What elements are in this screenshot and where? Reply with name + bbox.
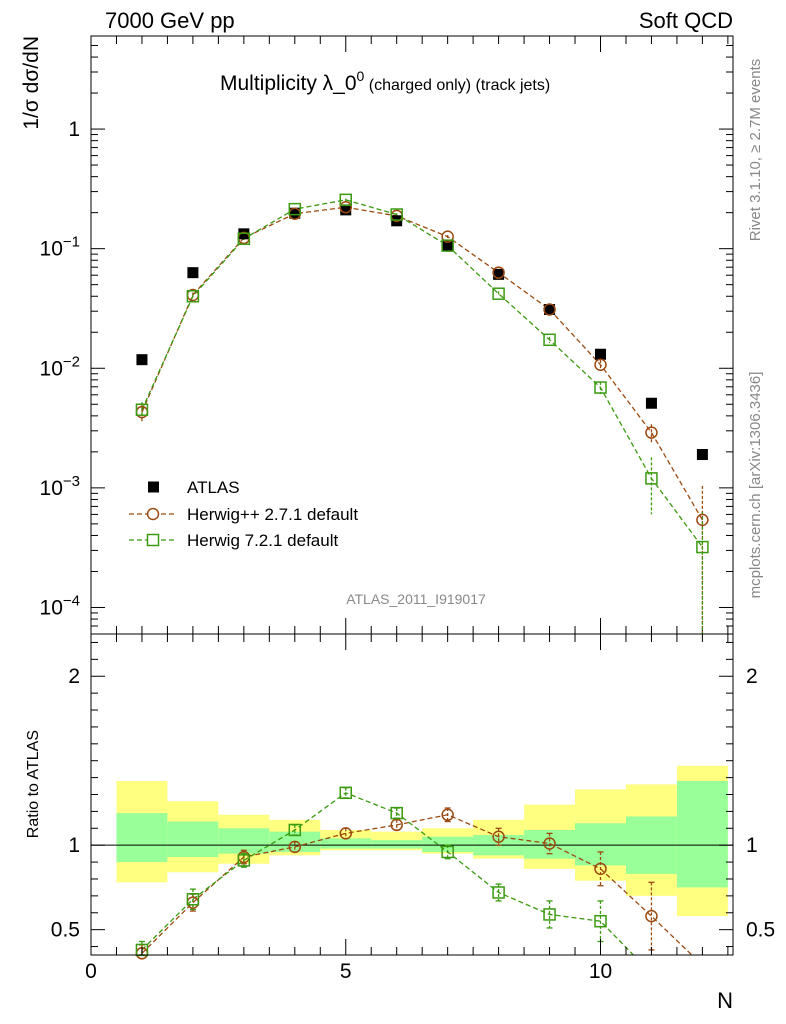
herwig7-point [441, 239, 454, 252]
main-y-tick-label-exp: −1 [63, 234, 80, 251]
main-y-tick-label-base: 10 [40, 238, 63, 261]
herwigpp-point [594, 358, 607, 372]
ratio-herwigpp-point [390, 818, 403, 832]
ratio-y-tick-label-right: 0.5 [746, 919, 775, 942]
x-tick-label: 5 [340, 960, 352, 983]
main-y-tick-label-exp: −4 [63, 592, 80, 609]
ratio-band-green [320, 838, 372, 849]
main-series-line [141, 206, 703, 521]
atlas-data-point [544, 304, 556, 316]
main-y-tick-label: 10−1 [40, 234, 80, 261]
x-axis-label: N [717, 988, 733, 1013]
ratio-band-green [116, 813, 168, 863]
legend-label: Herwig 7.2.1 default [187, 531, 338, 550]
main-y-tick-label-base: 1 [68, 118, 80, 141]
ratio-herwigpp-point [543, 837, 556, 850]
ratio-herwigpp-point [594, 862, 607, 876]
ratio-y-tick-label-right: 2 [746, 665, 758, 688]
ratio-herwigpp-point [645, 909, 658, 923]
main-y-tick-label-exp: −2 [63, 353, 80, 370]
atlas-data-point [340, 204, 352, 216]
atlas-data-point [187, 267, 199, 279]
herwig7-point [339, 193, 352, 207]
ratio-herwig7-point [288, 823, 302, 837]
legend-label: Herwig++ 2.7.1 default [187, 505, 358, 524]
ratio-band-green [371, 840, 423, 849]
herwigpp-point [492, 266, 505, 279]
header-left: 7000 GeV pp [105, 8, 235, 33]
ratio-herwig7-point [594, 914, 607, 928]
atlas-data-point [289, 207, 301, 219]
x-tick-label: 10 [589, 960, 612, 983]
herwig7-point [492, 287, 505, 300]
atlas-data-point [442, 240, 454, 252]
ratio-y-axis-label: Ratio to ATLAS [25, 730, 42, 838]
herwig7-point [237, 232, 251, 246]
ratio-herwig7-point [339, 786, 352, 800]
legend-marker-herwigpp [146, 507, 160, 521]
ratio-y-tick-label-left: 0.5 [51, 919, 80, 942]
ratio-herwigpp-point [339, 827, 352, 840]
ratio-series-line [141, 814, 693, 955]
herwig7-point [645, 472, 658, 485]
ratio-herwigpp-point [441, 808, 454, 822]
atlas-data-point [136, 354, 148, 366]
main-title: Multiplicity λ_00 (charged only) (track … [220, 68, 550, 95]
ratio-band-green [167, 821, 219, 858]
main-y-tick-label: 10−3 [40, 473, 80, 500]
herwig7-point [288, 202, 302, 216]
herwig7-point [696, 540, 709, 554]
herwig7-point [186, 290, 200, 303]
legend-marker-atlas [148, 481, 159, 493]
ratio-herwigpp-point [288, 840, 302, 854]
main-y-tick-label-base: 10 [40, 596, 63, 619]
main-plot: 110−110−210−310−4 Multiplicity λ_00 (cha… [20, 35, 734, 635]
herwigpp-point [339, 200, 352, 214]
main-y-tick-label: 10−2 [40, 353, 80, 380]
ratio-plot: 0.5 0.5 1 1 2 2 0 5 10 Ratio to ATLAS N [25, 633, 775, 1013]
ratio-herwigpp-point [492, 830, 505, 843]
ratio-herwig7-point [390, 806, 403, 820]
ratio-herwig7-point [492, 886, 505, 899]
ratio-herwig7-point [441, 845, 454, 859]
herwigpp-point [645, 426, 658, 439]
analysis-id: ATLAS_2011_I919017 [346, 591, 486, 607]
ratio-herwig7-point [543, 908, 556, 921]
herwigpp-point [543, 303, 556, 316]
legend-marker-herwig7 [146, 533, 160, 547]
ratio-herwig7-point [186, 892, 200, 906]
main-y-tick-label: 1 [68, 118, 80, 141]
main-y-tick-label-exp: −3 [63, 473, 80, 490]
rivet-label: Rivet 3.1.10, ≥ 2.7M events [747, 59, 764, 242]
atlas-data-point [493, 268, 505, 280]
mcplots-label: mcplots.cern.ch [arXiv:1306.3436] [747, 372, 764, 599]
ratio-herwig7-point [237, 854, 251, 867]
x-tick-label: 0 [85, 960, 97, 983]
ratio-y-tick-label-right: 1 [746, 834, 758, 857]
herwig7-point [594, 381, 607, 394]
ratio-y-tick-label-left: 1 [68, 834, 80, 857]
header-right: Soft QCD [639, 8, 733, 33]
main-y-axis-label: 1/σ dσ/dN [20, 36, 43, 130]
legend: ATLAS Herwig++ 2.7.1 default Herwig 7.2.1 … [129, 478, 358, 550]
herwig7-point [390, 208, 403, 221]
main-y-tick-label-base: 10 [40, 357, 63, 380]
herwigpp-point [696, 513, 709, 527]
legend-label: ATLAS [187, 478, 240, 497]
ratio-y-tick-label-left: 2 [68, 665, 80, 688]
ratio-band-green [422, 836, 474, 852]
atlas-data-point [595, 348, 606, 360]
main-y-tick-label: 10−4 [40, 592, 80, 619]
herwigpp-point [441, 230, 454, 243]
ratio-band-green [218, 828, 270, 854]
herwig7-point [543, 333, 556, 347]
main-y-tick-label-base: 10 [40, 477, 63, 500]
atlas-data-point [645, 397, 657, 409]
atlas-data-point [696, 449, 708, 461]
ratio-band-green [676, 780, 728, 888]
main-series-line [141, 199, 703, 548]
ratio-series-line [141, 792, 635, 955]
herwig7-point [135, 403, 149, 416]
